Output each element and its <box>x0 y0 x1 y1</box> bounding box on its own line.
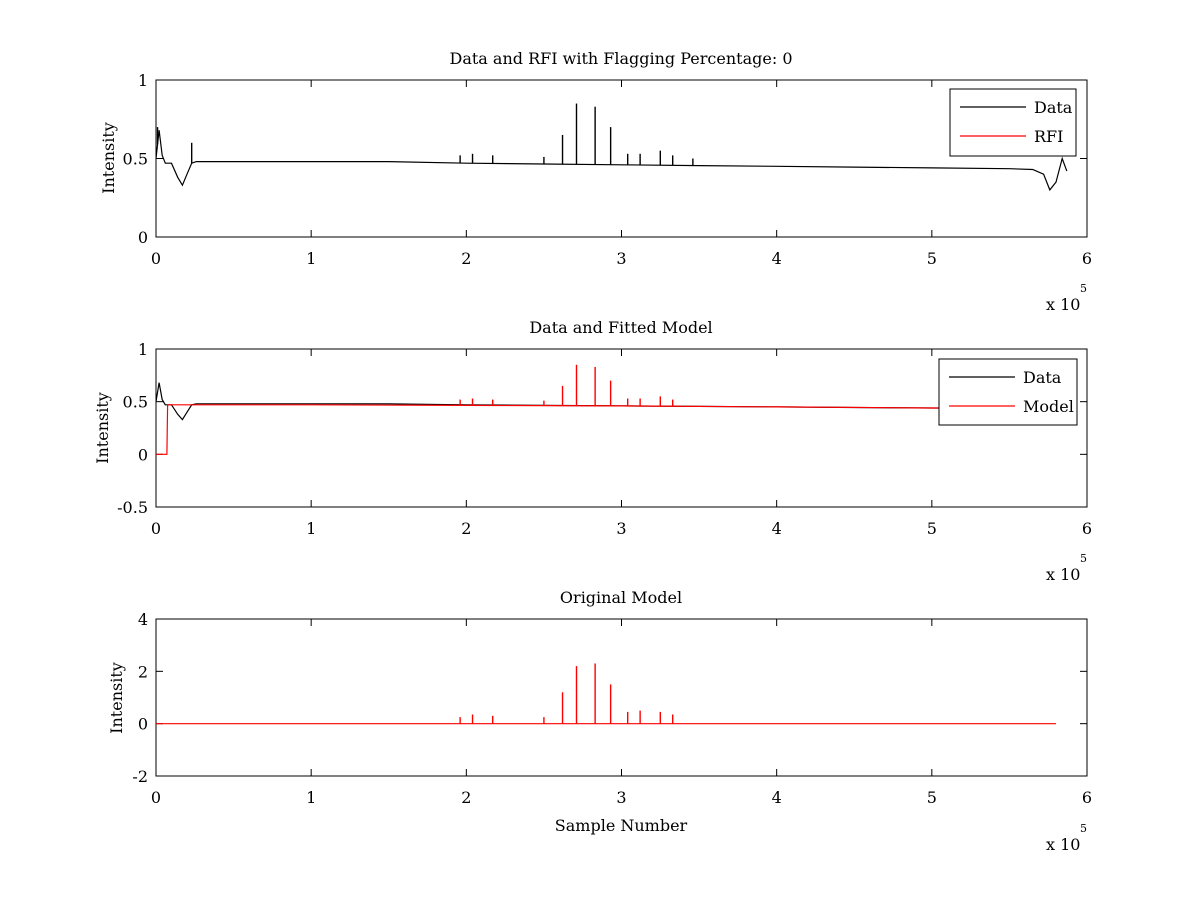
y-tick-label: 4 <box>138 610 148 629</box>
series-line <box>156 130 1068 192</box>
x-tick-label: 3 <box>616 788 626 807</box>
y-tick-label: -2 <box>132 767 148 786</box>
y-tick-label: 0 <box>138 715 148 734</box>
legend-box <box>938 358 1078 426</box>
y-tick-label: 2 <box>138 662 148 681</box>
x-multiplier-exponent: 5 <box>1080 822 1087 835</box>
x-tick-label: 0 <box>151 249 161 268</box>
x-multiplier: x 10 5 <box>1046 552 1087 584</box>
y-tick-label: 0 <box>138 228 148 247</box>
chart-panel-original-model: Original Model Intensity Sample Number x… <box>107 588 1092 854</box>
x-tick-label: 2 <box>461 788 471 807</box>
x-tick-label: 0 <box>151 519 161 538</box>
chart-title: Original Model <box>560 588 682 607</box>
x-tick-label: 5 <box>927 249 937 268</box>
legend-label: RFI <box>1034 127 1063 146</box>
legend: Data RFI <box>949 88 1077 157</box>
plot-area <box>155 618 1088 777</box>
chart-title: Data and Fitted Model <box>529 318 712 337</box>
legend: Data Model <box>938 358 1078 426</box>
series-model <box>156 364 940 455</box>
x-multiplier-text: x 10 <box>1046 565 1080 584</box>
y-tick-label: -0.5 <box>117 498 148 517</box>
chart-panel-rfi: Data and RFI with Flagging Percentage: 0… <box>99 49 1092 314</box>
x-tick-label: 4 <box>772 788 782 807</box>
x-multiplier: x 10 5 <box>1046 822 1087 854</box>
y-tick-label: 0.5 <box>123 150 148 169</box>
legend-label: Data <box>1023 368 1062 387</box>
series-line <box>156 404 940 455</box>
x-tick-label: 5 <box>927 788 937 807</box>
y-axis-label: Intensity <box>107 662 126 734</box>
x-tick-label: 4 <box>772 249 782 268</box>
x-multiplier-text: x 10 <box>1046 835 1080 854</box>
y-tick-label: 0 <box>138 445 148 464</box>
x-tick-label: 6 <box>1082 788 1092 807</box>
legend-label: Model <box>1023 397 1074 416</box>
x-tick-label: 3 <box>616 249 626 268</box>
x-tick-label: 2 <box>461 519 471 538</box>
y-axis-label: Intensity <box>93 392 112 464</box>
x-tick-label: 4 <box>772 519 782 538</box>
legend-label: Data <box>1034 98 1073 117</box>
legend-box <box>949 88 1077 157</box>
x-tick-label: 0 <box>151 788 161 807</box>
x-axis-label: Sample Number <box>555 816 688 835</box>
y-tick-label: 0.5 <box>123 393 148 412</box>
x-multiplier-exponent: 5 <box>1080 552 1087 565</box>
series-model <box>156 663 1056 725</box>
x-multiplier: x 10 5 <box>1046 282 1087 314</box>
x-tick-label: 1 <box>306 788 316 807</box>
plot-area <box>155 348 1088 508</box>
chart-panel-fitted-model: Data and Fitted Model Intensity x 10 5 0… <box>93 318 1092 584</box>
chart-title: Data and RFI with Flagging Percentage: 0 <box>449 49 792 68</box>
plot-area <box>155 79 1088 238</box>
x-tick-label: 3 <box>616 519 626 538</box>
x-tick-label: 1 <box>306 519 316 538</box>
x-tick-label: 2 <box>461 249 471 268</box>
x-tick-label: 5 <box>927 519 937 538</box>
x-tick-label: 6 <box>1082 519 1092 538</box>
y-tick-label: 1 <box>138 340 148 359</box>
y-axis-label: Intensity <box>99 122 118 194</box>
x-multiplier-exponent: 5 <box>1080 282 1087 295</box>
y-tick-label: 1 <box>138 71 148 90</box>
x-tick-label: 1 <box>306 249 316 268</box>
x-multiplier-text: x 10 <box>1046 295 1080 314</box>
x-tick-label: 6 <box>1082 249 1092 268</box>
series-data <box>156 103 1068 192</box>
